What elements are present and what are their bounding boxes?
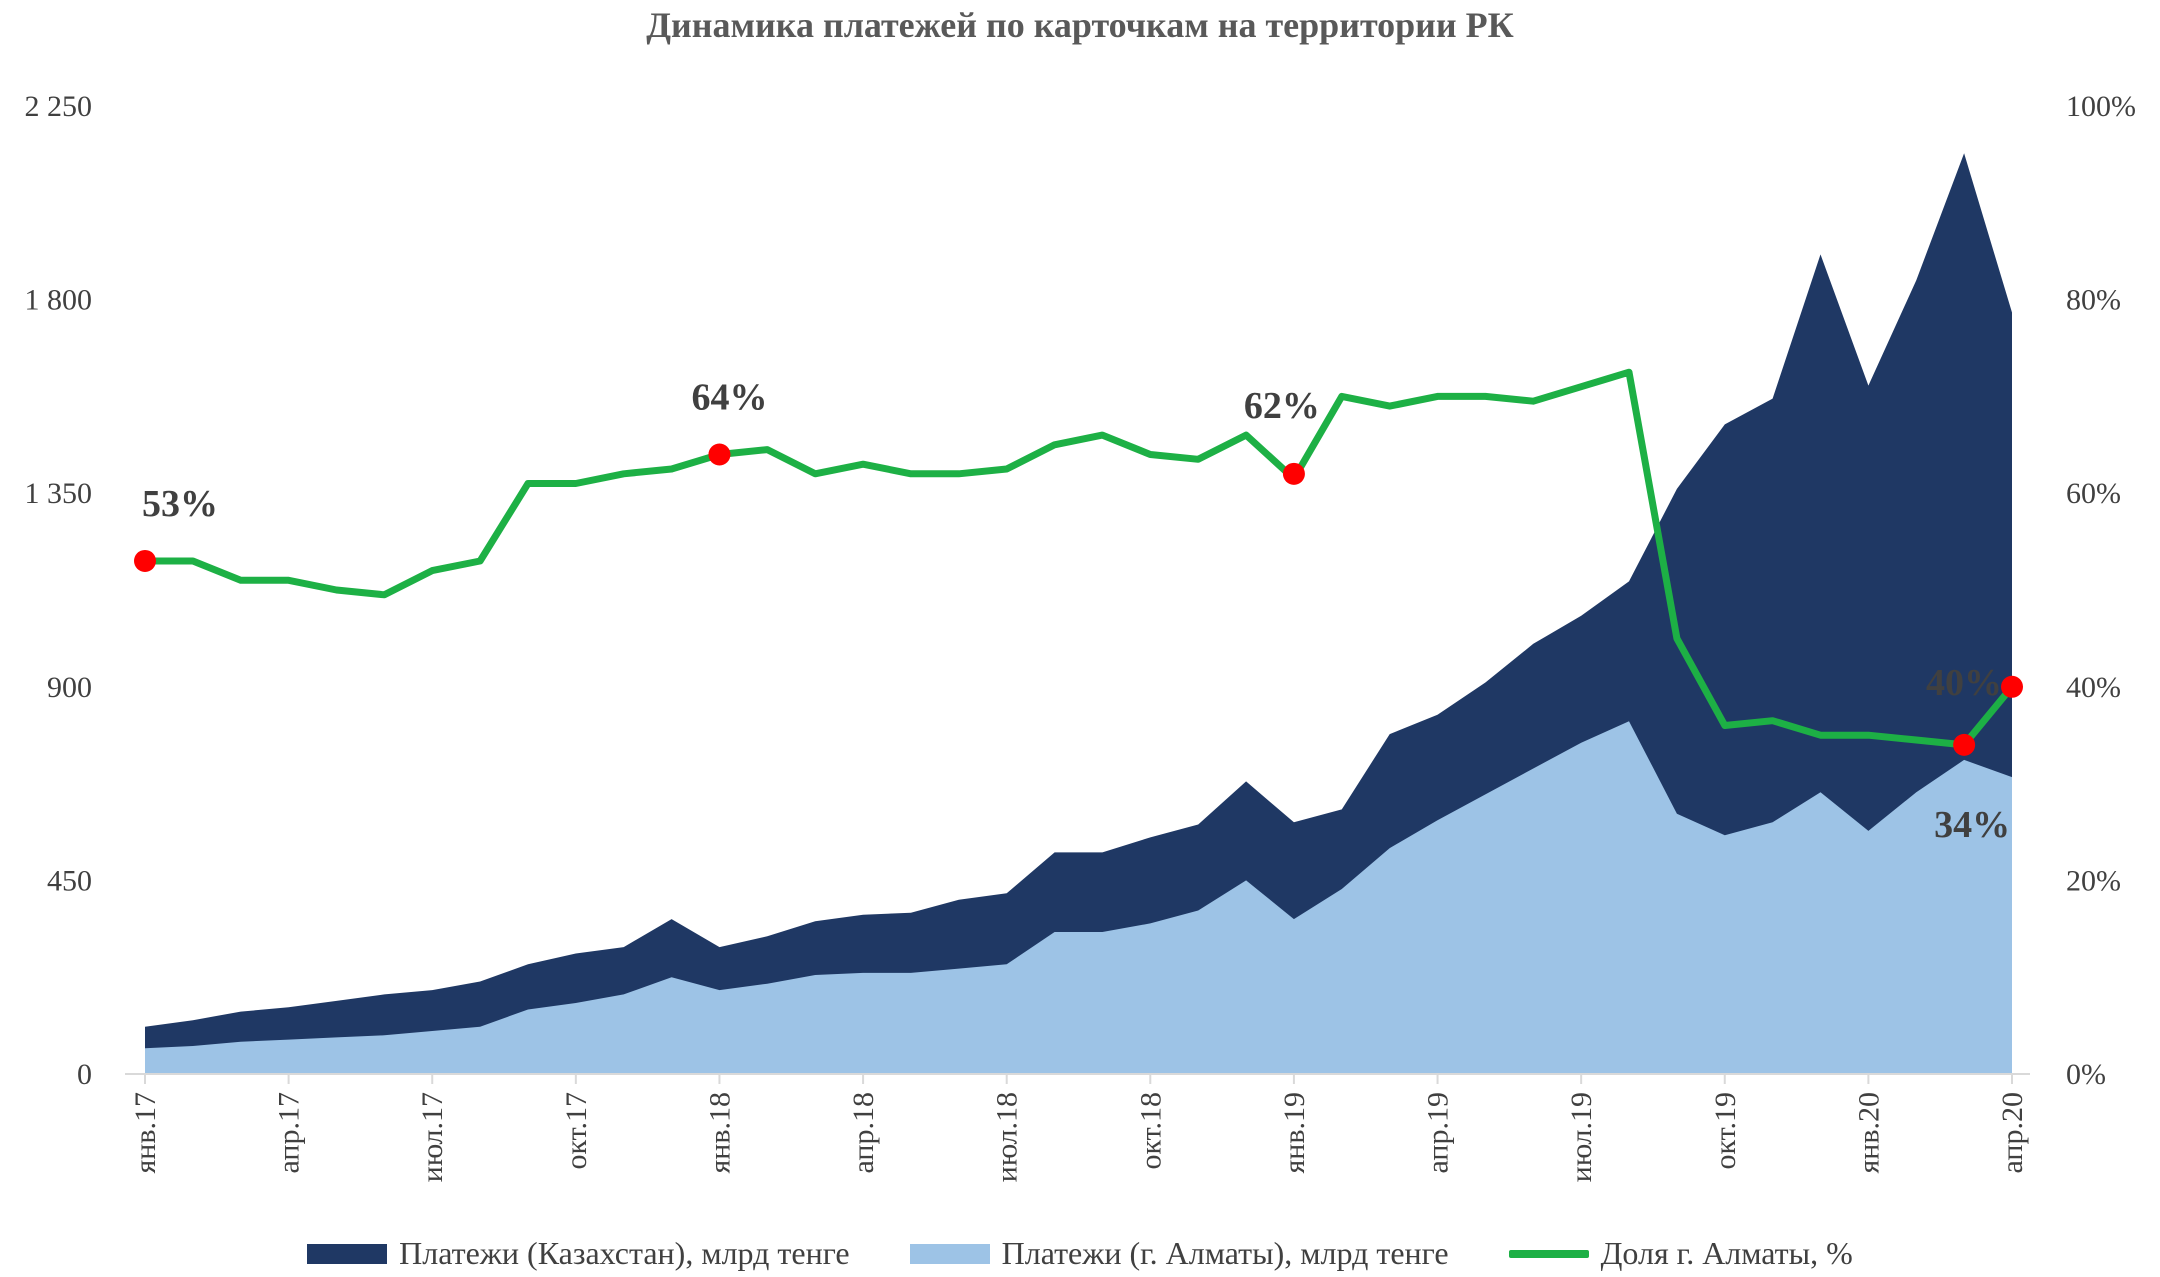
legend-label-almaty: Платежи (г. Алматы), млрд тенге	[1001, 1235, 1449, 1271]
y-right-tick-label: 40%	[2066, 671, 2121, 704]
legend-label-share: Доля г. Алматы, %	[1600, 1235, 1853, 1271]
share-line-layer	[141, 368, 2016, 749]
annotation-point	[708, 443, 731, 466]
annotation-label: 64%	[691, 376, 767, 418]
annotation-label: 40%	[1926, 662, 2002, 704]
y-right-tick-label: 60%	[2066, 477, 2121, 510]
area-almaty	[145, 721, 2012, 1074]
y-left-tick-label: 1 800	[25, 284, 93, 317]
x-tick-label: апр.19	[1422, 1092, 1455, 1173]
x-tick-label: апр.17	[273, 1092, 306, 1173]
x-tick-label: янв.18	[703, 1092, 736, 1174]
x-tick-label: окт.17	[560, 1092, 593, 1170]
x-tick-label: янв.19	[1278, 1092, 1311, 1174]
area-layer	[145, 153, 2012, 1075]
y-left-tick-label: 0	[77, 1058, 92, 1091]
legend-swatch-kazakhstan	[307, 1243, 388, 1264]
y-right-tick-label: 100%	[2066, 90, 2136, 123]
legend-swatch-share	[1508, 1249, 1589, 1258]
legend-swatch-almaty	[909, 1243, 990, 1264]
y-right-tick-label: 0%	[2066, 1058, 2106, 1091]
line-share-almaty	[141, 368, 2016, 749]
annotation-point	[134, 549, 156, 572]
annotation-point	[1953, 733, 1976, 756]
legend-item-almaty: Платежи (г. Алматы), млрд тенге	[909, 1235, 1449, 1272]
y-left-tick-label: 1 350	[25, 477, 93, 510]
x-tick-label: июл.17	[416, 1092, 449, 1182]
y-right-tick-label: 80%	[2066, 284, 2121, 317]
legend-item-share: Доля г. Алматы, %	[1508, 1235, 1853, 1272]
x-tick-label: окт.18	[1134, 1092, 1167, 1170]
y-left-tick-label: 2 250	[25, 90, 93, 123]
legend-label-kazakhstan: Платежи (Казахстан), млрд тенге	[399, 1235, 850, 1271]
x-tick-label: окт.19	[1709, 1092, 1742, 1170]
y-left-tick-label: 900	[47, 671, 92, 704]
annotation-label: 62%	[1244, 385, 1320, 427]
x-tick-label: янв.17	[129, 1092, 162, 1174]
labels-layer: 53% 64% 62% 34% 40%	[134, 376, 2023, 846]
legend: Платежи (Казахстан), млрд тенге Платежи …	[0, 1235, 2160, 1272]
x-tick-label: янв.20	[1852, 1092, 1885, 1174]
axes-layer: 0 450 900 1 350 1 800 2 250 0% 20% 40% 60% 80% 100%…	[25, 90, 2137, 1182]
x-tick-label: июл.18	[991, 1092, 1024, 1182]
legend-item-kazakhstan: Платежи (Казахстан), млрд тенге	[307, 1235, 850, 1272]
annotation-label: 34%	[1934, 804, 2010, 846]
annotation-label: 53%	[142, 483, 218, 525]
annotation-point	[2001, 675, 2023, 698]
x-tick-label: апр.20	[1996, 1092, 2029, 1173]
chart-title: Динамика платежей по карточкам на террит…	[646, 5, 1514, 45]
y-right-tick-label: 20%	[2066, 864, 2121, 897]
x-tick-label: апр.18	[847, 1092, 880, 1173]
y-left-tick-label: 450	[47, 864, 92, 897]
x-tick-label: июл.19	[1565, 1092, 1598, 1182]
annotation-point	[1282, 462, 1305, 485]
